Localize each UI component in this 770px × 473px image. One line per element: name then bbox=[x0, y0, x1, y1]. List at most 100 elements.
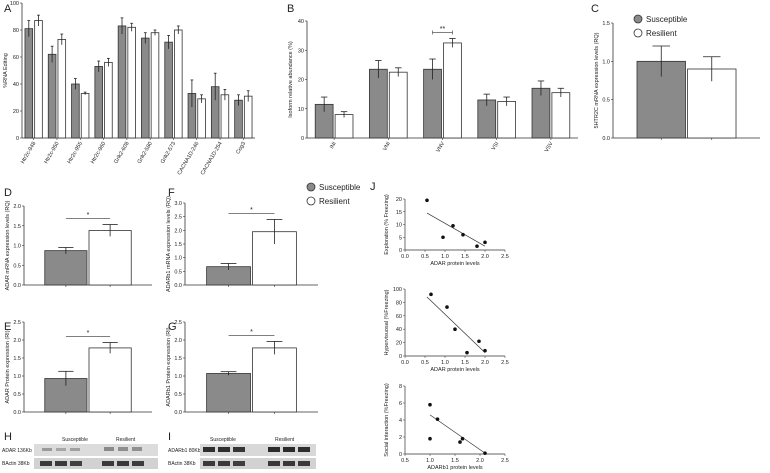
regression-line bbox=[426, 296, 486, 353]
bar-susceptible-2 bbox=[71, 83, 80, 139]
bar-resilient-3 bbox=[104, 62, 113, 139]
bar-resilient-4 bbox=[551, 92, 571, 139]
blot-band bbox=[104, 447, 114, 451]
x-axis-label: ADAR protein levels bbox=[430, 261, 479, 267]
bar-resilient-3 bbox=[497, 101, 516, 139]
y-tick-label: 10 bbox=[298, 107, 304, 113]
y-tick-label: 1.5 bbox=[174, 356, 182, 362]
y-tick-label: 20 bbox=[396, 197, 402, 203]
blot-i-resilient-label: Resilient bbox=[275, 437, 295, 443]
bar-susceptible-1 bbox=[47, 53, 57, 139]
y-tick-label: 0.0 bbox=[174, 410, 182, 416]
blot-band bbox=[218, 447, 230, 452]
y-tick-label: 2.0 bbox=[13, 204, 21, 210]
panel-label-a: A bbox=[4, 3, 12, 15]
bar-susceptible-4 bbox=[117, 25, 127, 139]
y-tick-label: 0.5 bbox=[174, 392, 182, 398]
chart-a: 0 20 40 60 80 100 %RNA Editing Htr2c-948 Htr2c-9… bbox=[3, 1, 255, 176]
x-tick-label: INI bbox=[329, 141, 338, 150]
legend-mid-susceptible-label: Susceptible bbox=[319, 183, 361, 192]
blot-band bbox=[268, 461, 280, 466]
blot-i-row2-membrane bbox=[200, 458, 316, 469]
blot-i-susceptible-label: Susceptible bbox=[210, 437, 236, 443]
bar-resilient-0 bbox=[252, 347, 297, 413]
y-tick-label: 0.5 bbox=[13, 392, 21, 398]
bar-susceptible-3 bbox=[94, 66, 103, 139]
panel-label-d: D bbox=[4, 187, 12, 199]
y-tick-label: 0 bbox=[399, 248, 402, 254]
x-tick-label: Htr2c-948 bbox=[20, 141, 37, 165]
legend-mid-susceptible-marker bbox=[306, 182, 316, 192]
y-axis-label: ADARb1 mRNA expression levels (RQ) bbox=[166, 196, 172, 292]
blot-i: Susceptible Resilient ADARb1 80Kb BActin… bbox=[168, 437, 316, 469]
y-tick-label: 60 bbox=[13, 55, 19, 61]
blot-band bbox=[40, 461, 52, 466]
x-tick-label: 0.0 bbox=[401, 360, 409, 366]
blot-band bbox=[102, 461, 114, 466]
y-tick-label: 60 bbox=[396, 314, 402, 320]
blot-band bbox=[117, 461, 129, 466]
y-axis-label: %RNA Editing bbox=[3, 53, 9, 88]
bar-resilient-8 bbox=[220, 94, 230, 139]
bar-resilient-2 bbox=[80, 93, 90, 139]
x-tick-label: 2.0 bbox=[481, 360, 489, 366]
x-axis-label: ADARb1 protein levels bbox=[427, 465, 483, 471]
data-point-1 bbox=[428, 436, 432, 441]
y-axis-label: Exploration (% Freezing) bbox=[384, 194, 390, 255]
bar-resilient-7 bbox=[197, 98, 206, 139]
bar-susceptible-0 bbox=[44, 250, 88, 286]
bar-resilient-6 bbox=[174, 29, 183, 139]
blot-band bbox=[70, 461, 82, 466]
x-tick-label: Grik2-608 bbox=[113, 141, 130, 165]
chart-j3: 0 2 4 6 8 0.5 1.0 1.5 2.0 2.5 ADARb1 protein level… bbox=[384, 383, 509, 471]
x-tick-label: 2.5 bbox=[501, 360, 509, 366]
x-tick-label: Htr2c-960 bbox=[90, 141, 107, 165]
y-tick-label: 10 bbox=[396, 223, 402, 229]
panel-label-i: I bbox=[168, 431, 171, 443]
y-tick-label: 4 bbox=[399, 418, 402, 424]
y-axis-label: Social interaction (%Freezing) bbox=[384, 383, 390, 457]
blot-h-susceptible-label: Susceptible bbox=[62, 437, 88, 443]
blot-band bbox=[203, 447, 215, 452]
data-point-2 bbox=[435, 417, 440, 421]
blot-h-row2-label: BActin 38Kb bbox=[2, 461, 30, 467]
data-point-5 bbox=[483, 348, 487, 353]
blot-band bbox=[283, 461, 295, 466]
x-tick-label: 1.0 bbox=[426, 458, 434, 464]
y-tick-label: 6 bbox=[399, 401, 402, 407]
x-tick-label: 2.5 bbox=[501, 254, 509, 260]
y-tick-label: 2.5 bbox=[13, 320, 21, 326]
data-point-3 bbox=[465, 350, 469, 355]
regression-line bbox=[426, 212, 486, 247]
y-tick-label: 40 bbox=[396, 327, 402, 333]
bar-susceptible-0 bbox=[24, 28, 34, 139]
blot-band bbox=[218, 461, 230, 466]
blot-band bbox=[118, 447, 128, 451]
blot-band bbox=[233, 447, 245, 452]
y-tick-label: 80 bbox=[13, 28, 19, 34]
bar-susceptible-4 bbox=[531, 87, 551, 139]
x-tick-label: 1.5 bbox=[461, 254, 469, 260]
chart-j1: 0 5 10 15 20 0.0 0.5 1.0 1.5 2.0 2.5 ADAR protein l… bbox=[384, 194, 509, 267]
y-tick-label: 1.5 bbox=[174, 242, 182, 248]
y-tick-label: 100 bbox=[393, 287, 402, 293]
chart-b: 0 10 20 30 40 Isoform relative abundance (%) I… bbox=[288, 19, 578, 154]
bar-susceptible-2 bbox=[423, 68, 442, 139]
y-axis-label: Hypervisuosal (%Freezing) bbox=[384, 289, 390, 355]
x-tick-label: Cog3 bbox=[235, 141, 247, 155]
blot-band bbox=[56, 448, 66, 451]
y-tick-label: 1.0 bbox=[174, 256, 182, 262]
y-tick-label: 0.5 bbox=[13, 263, 21, 269]
x-tick-label: Grik2-573 bbox=[160, 141, 177, 165]
x-tick-label: 2.5 bbox=[501, 458, 509, 464]
y-axis-label: 5HTR2C mRNA expression levels (RQ) bbox=[594, 32, 600, 128]
data-point-0 bbox=[425, 198, 429, 203]
panel-label-c: C bbox=[591, 3, 599, 15]
x-axis-label: ADAR protein levels bbox=[430, 367, 479, 373]
y-tick-label: 2.0 bbox=[13, 338, 21, 344]
data-point-4 bbox=[477, 339, 481, 344]
data-point-0 bbox=[429, 292, 433, 297]
